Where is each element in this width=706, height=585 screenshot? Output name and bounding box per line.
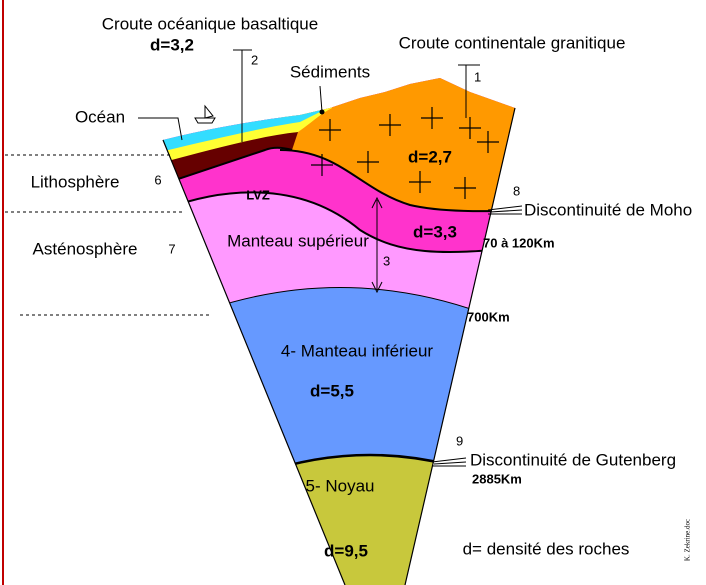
label: Manteau supérieur	[227, 231, 369, 250]
marker: 8	[513, 183, 520, 198]
marker: 3	[383, 253, 390, 268]
label: d=3,3	[413, 222, 457, 241]
label: d=9,5	[324, 541, 368, 560]
marker: 6	[154, 172, 161, 187]
label: Sédiments	[290, 62, 370, 81]
marker: 9	[456, 433, 463, 448]
legend: d= densité des roches	[463, 539, 630, 558]
label: d=5,5	[310, 381, 354, 400]
label: Croute continentale granitique	[399, 33, 626, 52]
label: 70 à 120Km	[483, 235, 555, 250]
sediment-dot	[320, 110, 325, 115]
credit: K. Zekrine.doc	[684, 519, 692, 561]
label: Croute océanique basaltique	[102, 14, 318, 33]
marker: 2	[251, 52, 258, 67]
label: Discontinuité de Moho	[524, 200, 692, 219]
label: Discontinuité de Gutenberg	[470, 450, 676, 469]
label: d=3,2	[150, 35, 194, 54]
label: Asténosphère	[33, 239, 138, 258]
label: 5- Noyau	[306, 476, 375, 495]
label: 2885Km	[472, 471, 522, 486]
label: 700Km	[467, 309, 510, 324]
sediment-pointer	[320, 86, 322, 112]
moho-pointer	[488, 206, 522, 214]
label: d=2,7	[408, 147, 452, 166]
marker: 7	[168, 241, 175, 256]
gutenberg-pointer	[432, 458, 466, 466]
earth-layers	[0, 0, 706, 585]
marker: 1	[474, 69, 481, 84]
ocean-pointer	[138, 118, 182, 140]
label: Lithosphère	[31, 172, 120, 191]
label: Océan	[75, 107, 125, 126]
label: 4- Manteau inférieur	[281, 341, 433, 360]
boat	[195, 106, 215, 123]
diagram: Croute océanique basaltique d=3,2 2 Sédi…	[0, 0, 706, 585]
label: LVZ	[246, 187, 270, 202]
page: {"labels": { "oceanic_crust": "Croute oc…	[0, 0, 706, 585]
